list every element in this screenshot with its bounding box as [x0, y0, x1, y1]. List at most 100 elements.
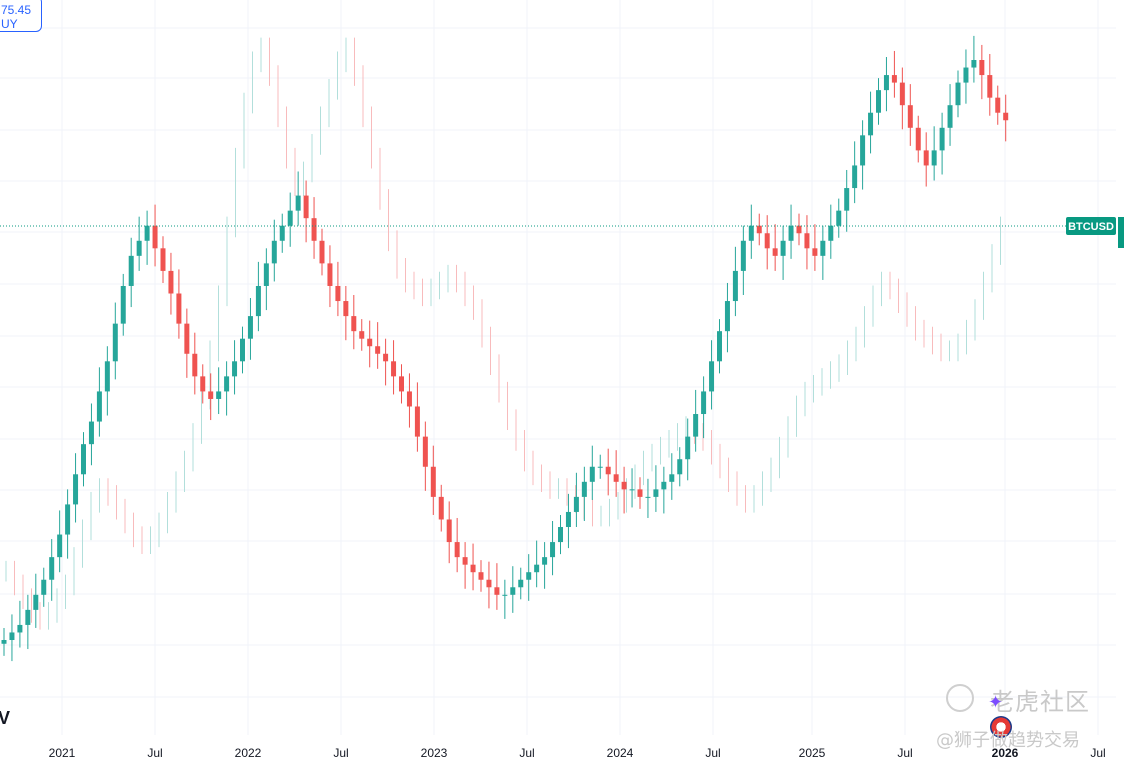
candle-body [685, 436, 691, 460]
candle-body [907, 105, 913, 128]
candle-body [263, 263, 269, 286]
candle-body [669, 474, 675, 482]
candle-body [661, 481, 667, 490]
candle-body [868, 112, 874, 136]
candle-body [748, 225, 754, 241]
candle-body [971, 60, 977, 68]
candle-body [955, 82, 961, 106]
x-tick-label: Jul [1090, 746, 1105, 760]
candle-body [128, 255, 134, 286]
candle-body [883, 75, 889, 91]
candle-body [764, 233, 770, 249]
candle-body [995, 97, 1001, 113]
candle-body [303, 195, 309, 219]
candle-body [709, 361, 715, 392]
candle-body [73, 474, 79, 505]
comparison-series [5, 37, 1001, 630]
candle-body [899, 82, 905, 106]
candle-body [852, 165, 858, 189]
candle-body [820, 240, 826, 256]
candle-body [550, 542, 556, 558]
candle-body [33, 594, 39, 610]
candle-body [717, 331, 722, 362]
tradingview-logo-icon[interactable]: V [0, 708, 10, 728]
candle-body [430, 466, 436, 497]
candle-body [534, 564, 540, 573]
candle-body [399, 376, 404, 392]
grid [0, 0, 1116, 735]
watermark-title: 老虎社区 [990, 688, 1090, 716]
candle-body [96, 391, 102, 422]
candle-body [446, 519, 452, 543]
candle-body [860, 135, 866, 166]
candle-body [1, 640, 7, 644]
candle-body [836, 210, 842, 226]
candle-body [947, 105, 953, 128]
candle-body [923, 150, 929, 166]
candle-body [979, 60, 985, 76]
order-side-label: UY [1, 17, 18, 31]
x-tick-label: Jul [705, 746, 720, 760]
candle-body [597, 466, 603, 468]
candle-body [216, 391, 222, 399]
candle-body [335, 285, 341, 302]
candle-body [605, 466, 611, 475]
candle-body [589, 466, 595, 482]
candle-body [327, 263, 333, 286]
candle-body [621, 481, 627, 490]
symbol-tag[interactable]: BTCUSD [1066, 217, 1116, 235]
x-tick-label: 2025 [799, 746, 826, 760]
candle-body [41, 579, 47, 595]
candle-body [359, 331, 365, 339]
candle-body [812, 248, 818, 256]
candle-body [629, 489, 635, 491]
candle-body [351, 316, 357, 332]
x-tick-label: Jul [147, 746, 162, 760]
candle-body [526, 572, 532, 580]
candle-body [732, 270, 738, 302]
candle-body [693, 414, 699, 437]
candle-body [804, 233, 810, 249]
candle-body [796, 225, 802, 234]
candle-body [542, 557, 548, 565]
candle-body [255, 285, 261, 317]
candle-body [573, 496, 579, 512]
spark-icon[interactable]: ✦ [988, 692, 1004, 712]
candle-body [295, 195, 301, 211]
candle-body [939, 127, 945, 151]
candle-body [65, 504, 71, 535]
candle-body [414, 406, 420, 437]
x-tick-label: 2021 [49, 746, 76, 760]
candle-body [343, 301, 349, 317]
us-flag-icon[interactable] [990, 716, 1012, 738]
candle-body [701, 391, 707, 415]
candle-body [581, 481, 587, 497]
candle-body [788, 225, 794, 241]
candle-body [224, 376, 230, 392]
btcusd-series [1, 35, 1009, 662]
candle-body [176, 293, 182, 324]
candle-body [136, 240, 142, 256]
candle-body [247, 316, 253, 339]
symbol-tag-label: BTCUSD [1068, 221, 1114, 233]
candle-body [510, 587, 516, 595]
candle-body [104, 361, 110, 392]
order-price-box[interactable]: 75.45 UY [0, 0, 42, 32]
candle-body [208, 391, 214, 399]
candle-body [81, 444, 86, 475]
candle-body [613, 474, 619, 482]
candle-body [494, 587, 500, 595]
candle-body [454, 542, 460, 558]
x-tick-label: 2023 [421, 746, 448, 760]
candle-body [637, 489, 643, 497]
candle-body [891, 75, 897, 83]
candle-body [780, 240, 786, 256]
x-tick-label: 2026 [992, 746, 1019, 760]
candle-body [120, 285, 126, 324]
candle-body [9, 632, 15, 640]
candle-body [462, 557, 468, 565]
candle-body [240, 338, 245, 362]
candle-body [470, 564, 476, 573]
